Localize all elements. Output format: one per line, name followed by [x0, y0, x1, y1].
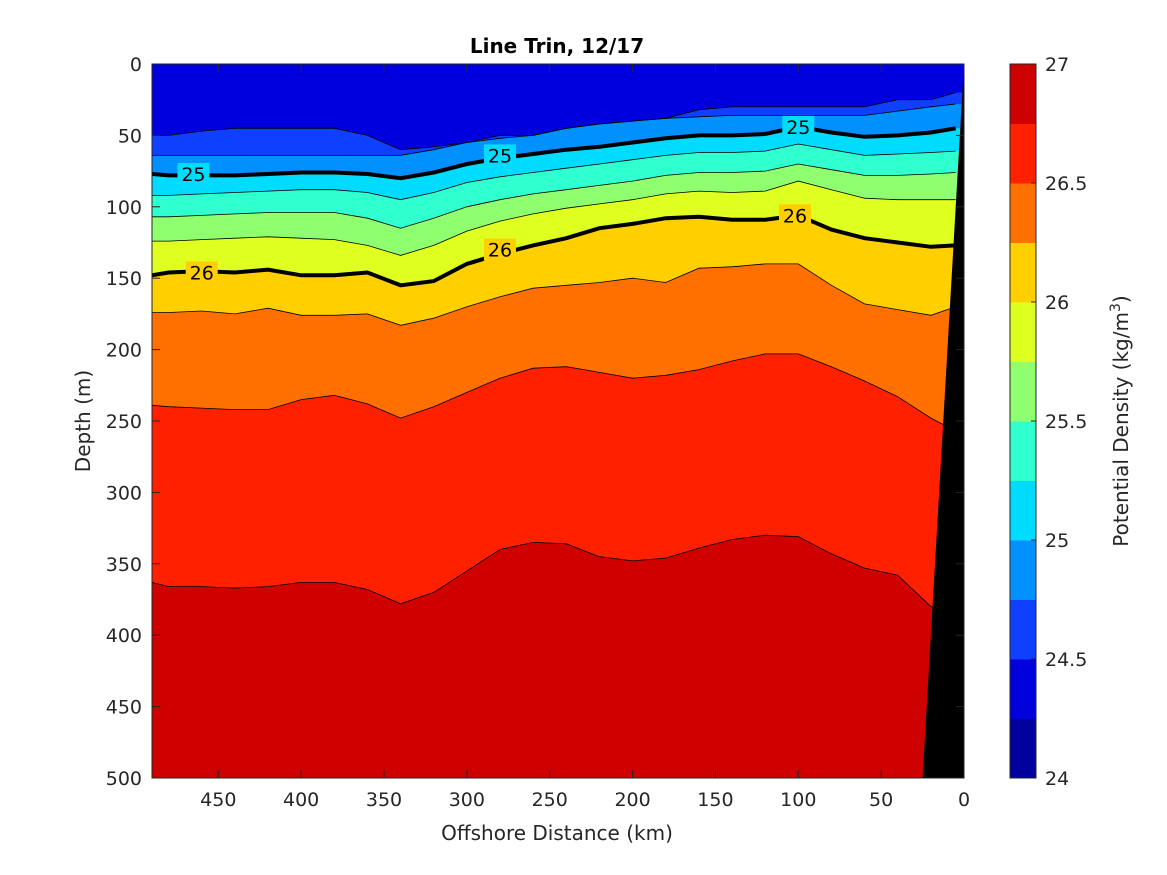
- chart-title: Line Trin, 12/17: [470, 34, 644, 58]
- y-tick-label: 100: [106, 197, 142, 219]
- contour-label: 26: [488, 240, 512, 262]
- y-tick-label: 300: [106, 482, 142, 504]
- colorbar-tick-label: 24: [1045, 768, 1069, 790]
- x-tick-label: 400: [283, 789, 319, 811]
- y-tick-label: 350: [106, 554, 142, 576]
- colorbar-tick-label: 26: [1045, 292, 1069, 314]
- colorbar-tick-label: 27: [1045, 54, 1069, 76]
- density-isolines: [152, 92, 956, 615]
- contour-label: 26: [783, 205, 807, 227]
- density-bands: [152, 64, 964, 778]
- contour-label-bg: [185, 261, 218, 284]
- colorbar-swatch: [1010, 421, 1036, 481]
- contour-label: 25: [181, 164, 205, 186]
- x-tick-label: 0: [958, 789, 970, 811]
- x-tick-label: 350: [366, 789, 402, 811]
- contour-label-bg: [782, 115, 815, 138]
- colorbar-swatch: [1010, 242, 1036, 303]
- x-tick-label: 250: [532, 789, 568, 811]
- colorbar-swatch: [1010, 361, 1036, 422]
- y-tick-label: 450: [106, 697, 142, 719]
- x-tick-label: 50: [869, 789, 893, 811]
- x-tick-label: 300: [449, 789, 485, 811]
- colorbar-tick-label: 24.5: [1045, 649, 1087, 671]
- y-axis-ticks: 0 50 100 150 200 250 300 350 400 450 500: [106, 54, 964, 790]
- isoline-25.25: [152, 143, 956, 201]
- x-tick-label: 150: [697, 789, 733, 811]
- y-tick-label: 50: [118, 125, 142, 147]
- colorbar-swatch: [1010, 540, 1036, 600]
- x-tick-label: 100: [780, 789, 816, 811]
- x-tick-label: 450: [200, 789, 236, 811]
- colorbar-swatch: [1010, 302, 1036, 362]
- isoline-26: [152, 213, 956, 288]
- colorbar-label: Potential Density (kg/m3): [1108, 295, 1133, 546]
- colorbar-swatch: [1010, 659, 1036, 719]
- band-26.75: [152, 535, 964, 778]
- contour-label-bg: [177, 162, 210, 185]
- colorbar-swatch: [1010, 480, 1036, 541]
- x-axis-ticks: 450 400 350 300 250 200 150 100 50 0: [200, 64, 970, 811]
- colorbar-swatch: [1010, 123, 1036, 184]
- colorbar: 24 24.5 25 25.5 26 26.5 27: [1009, 54, 1087, 790]
- seafloor-topography: [922, 64, 964, 778]
- y-tick-label: 150: [106, 268, 142, 290]
- contour-label-bg: [484, 144, 516, 167]
- contour-label: 25: [488, 145, 512, 167]
- colorbar-swatch: [1010, 718, 1036, 779]
- x-tick-label: 200: [614, 789, 650, 811]
- x-axis-label: Offshore Distance (km): [441, 821, 673, 845]
- isoline-26.75: [152, 534, 956, 615]
- colorbar-swatch: [1010, 183, 1036, 243]
- colorbar-tick-label: 25: [1045, 530, 1069, 552]
- labeled-isolines: [152, 124, 957, 288]
- contour-label-bg: [778, 204, 811, 227]
- y-tick-label: 400: [106, 625, 142, 647]
- y-axis-label: Depth (m): [71, 370, 95, 472]
- isoline-25.75: [152, 180, 956, 256]
- isoline-26.25: [152, 263, 956, 326]
- contour-label-bg: [484, 238, 516, 261]
- isoline-24.75: [152, 103, 956, 156]
- contour-labels: 25 25 25 26 26 26: [177, 115, 815, 284]
- isoline-26.5: [152, 353, 956, 432]
- isoline-25: [152, 124, 957, 181]
- y-tick-label: 250: [106, 411, 142, 433]
- isoline-25.5: [152, 163, 956, 229]
- colorbar-tick-label: 26.5: [1045, 173, 1087, 195]
- y-tick-label: 0: [130, 54, 142, 76]
- colorbar-swatch: [1010, 599, 1036, 660]
- contour-label: 25: [786, 117, 810, 139]
- colorbar-tick-label: 25.5: [1045, 411, 1087, 433]
- contour-label: 26: [190, 262, 214, 284]
- y-tick-label: 200: [106, 340, 142, 362]
- y-tick-label: 500: [106, 768, 142, 790]
- colorbar-swatch: [1010, 64, 1036, 124]
